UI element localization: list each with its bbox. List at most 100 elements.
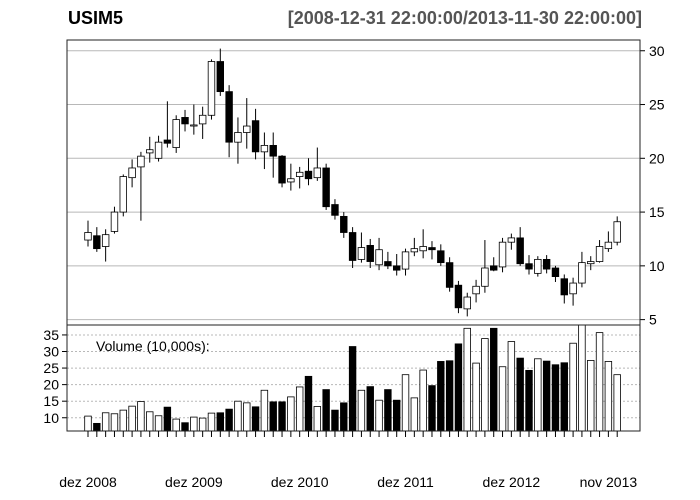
candle-body	[578, 262, 586, 284]
candle-body	[93, 235, 101, 250]
candle-body	[348, 232, 357, 261]
volume-tick-label: 15	[43, 393, 59, 409]
volume-bar	[163, 406, 172, 432]
candle-body	[454, 284, 463, 309]
candle-body	[516, 237, 524, 265]
candle-body	[401, 251, 410, 270]
candle-body	[101, 234, 110, 247]
volume-bar	[190, 416, 198, 432]
candle-body	[604, 241, 613, 250]
volume-bar	[454, 343, 463, 432]
candle-body	[340, 215, 348, 233]
volume-bar	[93, 422, 101, 432]
candle-body	[472, 285, 480, 295]
candle-body	[357, 247, 366, 260]
candle-body	[243, 125, 251, 133]
x-tick-label: nov 2013	[580, 474, 638, 490]
candle-body	[375, 249, 383, 266]
candle-body	[84, 232, 92, 241]
volume-bar	[384, 389, 392, 432]
x-tick-label: dez 2008	[59, 474, 117, 490]
x-tick-label: dez 2010	[271, 474, 329, 490]
candle-body	[154, 141, 163, 159]
chart-symbol-title: USIM5	[68, 8, 124, 28]
volume-bar	[392, 399, 401, 432]
volume-bar	[225, 408, 233, 432]
candle-body	[198, 114, 207, 125]
volume-tick-label: 30	[43, 344, 59, 360]
volume-bar	[587, 360, 595, 432]
volume-bar	[595, 332, 604, 432]
candle-body	[384, 261, 392, 267]
volume-bar	[295, 386, 304, 432]
volume-bar	[401, 374, 410, 432]
candle-body	[534, 258, 542, 274]
volume-bar	[146, 411, 154, 432]
candle-body	[366, 245, 374, 262]
volume-bar	[128, 405, 136, 432]
volume-label: Volume (10,000s):	[96, 338, 210, 354]
candle-body	[507, 237, 516, 243]
volume-bar	[198, 417, 207, 432]
candle-body	[225, 91, 233, 143]
volume-bar	[207, 412, 216, 432]
volume-bar	[569, 342, 577, 432]
candle-body	[287, 178, 295, 183]
volume-bar	[357, 389, 366, 432]
volume-bar	[322, 389, 330, 432]
candle-body	[410, 248, 419, 253]
candle-body	[560, 278, 568, 296]
volume-bar	[516, 357, 524, 432]
x-tick-label: dez 2009	[165, 474, 223, 490]
candle-body	[331, 204, 339, 216]
volume-bar	[287, 396, 295, 432]
volume-bar	[137, 401, 145, 432]
candle-body	[110, 211, 119, 232]
candle-body	[119, 176, 127, 213]
volume-bar	[172, 418, 180, 432]
candle-body	[428, 247, 436, 251]
volume-bar	[110, 413, 119, 432]
volume-bar	[119, 409, 127, 432]
volume-bar	[428, 385, 436, 432]
volume-bar	[604, 361, 613, 432]
volume-bar	[340, 402, 348, 432]
candle-body	[392, 265, 401, 271]
candle-body	[587, 261, 595, 265]
volume-bar	[216, 412, 224, 432]
candle-body	[551, 267, 560, 278]
volume-bar	[560, 362, 568, 432]
candle-body	[322, 167, 330, 208]
candle-body	[313, 167, 322, 179]
volume-bar	[101, 412, 110, 432]
volume-bar	[498, 366, 507, 432]
price-panel-frame	[66, 39, 641, 326]
volume-bar	[234, 400, 242, 432]
volume-bar	[243, 402, 251, 432]
candle-body	[463, 296, 471, 310]
price-tick-label: 15	[649, 204, 665, 220]
candle-body	[304, 170, 313, 180]
candle-body	[137, 155, 145, 168]
candle-body	[295, 171, 304, 177]
x-tick-label: dez 2012	[483, 474, 541, 490]
volume-bar	[154, 415, 163, 432]
volume-bar	[472, 362, 480, 432]
volume-panel-frame	[66, 324, 641, 432]
volume-bar	[490, 327, 498, 432]
volume-bar	[463, 327, 471, 432]
volume-bar	[613, 374, 621, 432]
volume-bar	[551, 364, 560, 432]
candle-body	[569, 282, 577, 295]
candle-body	[234, 132, 242, 143]
volume-bar	[507, 341, 516, 432]
volume-tick-label: 25	[43, 360, 59, 376]
x-tick-label: dez 2011	[377, 474, 434, 490]
volume-tick-label: 35	[43, 327, 59, 343]
volume-bar	[410, 397, 419, 432]
candle-body	[260, 144, 269, 153]
volume-bar	[525, 369, 533, 432]
volume-bar	[84, 415, 92, 432]
price-tick-label: 30	[649, 43, 665, 59]
